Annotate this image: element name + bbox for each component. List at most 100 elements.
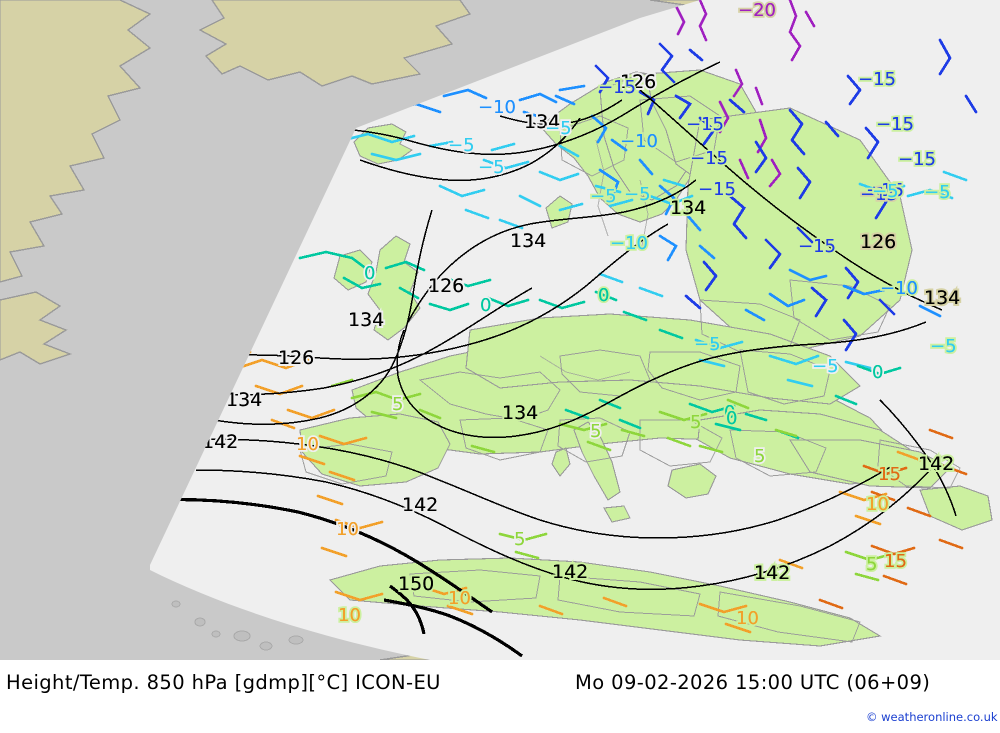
svg-text:−5: −5: [624, 184, 651, 205]
svg-text:−15: −15: [860, 184, 898, 205]
svg-text:−10: −10: [610, 233, 648, 254]
svg-text:0: 0: [726, 408, 737, 429]
svg-text:150: 150: [398, 573, 434, 595]
svg-text:−5: −5: [812, 356, 839, 377]
svg-text:10: 10: [296, 434, 319, 455]
svg-text:5: 5: [514, 529, 525, 550]
svg-text:−15: −15: [698, 179, 736, 200]
svg-text:126: 126: [428, 275, 464, 297]
svg-text:5: 5: [690, 412, 701, 433]
height-contours: [150, 61, 957, 658]
svg-text:5: 5: [754, 446, 765, 467]
svg-text:0: 0: [364, 263, 375, 284]
svg-text:−5: −5: [924, 182, 951, 203]
svg-text:15: 15: [884, 551, 907, 572]
copyright-label[interactable]: © weatheronline.co.uk: [866, 710, 998, 724]
map-canvas[interactable]: 126 126 126 126 126 126 126 126 134 134 …: [0, 0, 1000, 660]
svg-text:134: 134: [924, 287, 960, 309]
svg-text:10: 10: [336, 519, 359, 540]
svg-text:10: 10: [866, 494, 889, 515]
svg-text:0: 0: [872, 362, 883, 383]
svg-text:−10: −10: [880, 278, 918, 299]
svg-text:−15: −15: [898, 149, 936, 170]
svg-text:10: 10: [736, 608, 759, 629]
footer-parameter-label: Height/Temp. 850 hPa [gdmp][°C] ICON-EU: [6, 671, 441, 694]
svg-text:0: 0: [724, 402, 735, 423]
svg-text:−5: −5: [930, 336, 957, 357]
hydrography: [539, 139, 649, 381]
svg-text:126: 126: [860, 231, 896, 253]
svg-text:134: 134: [348, 309, 384, 331]
svg-text:−15: −15: [798, 236, 836, 257]
svg-text:5: 5: [754, 446, 765, 467]
map-footer: Height/Temp. 850 hPa [gdmp][°C] ICON-EU …: [0, 660, 1000, 733]
svg-text:15: 15: [878, 464, 901, 485]
svg-text:−15: −15: [686, 114, 724, 135]
svg-text:5: 5: [690, 412, 701, 433]
svg-text:−15: −15: [690, 148, 728, 169]
canary-islands: [171, 600, 304, 651]
svg-text:134: 134: [670, 197, 706, 219]
svg-text:−10: −10: [620, 131, 658, 152]
svg-text:10: 10: [336, 519, 359, 540]
svg-text:5: 5: [590, 421, 601, 442]
height-contour-150: [150, 497, 493, 614]
svg-text:−5: −5: [590, 186, 617, 207]
svg-text:142: 142: [918, 453, 954, 475]
svg-text:−10: −10: [880, 278, 918, 299]
svg-text:−15: −15: [876, 114, 914, 135]
svg-text:10: 10: [866, 494, 889, 515]
svg-text:−15: −15: [866, 180, 904, 201]
svg-text:0: 0: [724, 402, 735, 423]
svg-text:−5: −5: [930, 336, 957, 357]
isotherm-5: [330, 378, 894, 582]
svg-text:134: 134: [524, 111, 560, 133]
height-contour-142: [183, 438, 893, 539]
svg-text:−5: −5: [812, 356, 839, 377]
svg-text:−20: −20: [738, 0, 776, 21]
svg-text:126: 126: [620, 71, 656, 93]
svg-text:−10: −10: [478, 97, 516, 118]
svg-text:−15: −15: [798, 236, 836, 257]
svg-text:0: 0: [598, 285, 609, 306]
svg-text:−5: −5: [590, 186, 617, 207]
svg-text:10: 10: [338, 605, 361, 626]
svg-text:−15: −15: [858, 69, 896, 90]
svg-text:−5: −5: [448, 135, 475, 156]
svg-text:−5: −5: [624, 184, 651, 205]
svg-text:134: 134: [510, 230, 546, 252]
svg-text:−15: −15: [598, 77, 636, 98]
svg-text:134: 134: [502, 402, 538, 424]
svg-text:0: 0: [598, 285, 609, 306]
svg-text:126: 126: [860, 231, 896, 253]
isotherm-15: [818, 428, 968, 610]
svg-text:134: 134: [924, 287, 960, 309]
svg-text:10: 10: [448, 588, 471, 609]
svg-text:134: 134: [670, 197, 706, 219]
svg-text:−15: −15: [698, 179, 736, 200]
svg-text:142: 142: [918, 453, 954, 475]
svg-text:10: 10: [338, 605, 361, 626]
svg-text:−5: −5: [872, 181, 899, 202]
svg-text:0: 0: [726, 408, 737, 429]
isotherm-labels: −20 −20 −15 −15 −15 −15 −15 −15 −15 −15 …: [294, 0, 958, 631]
svg-text:5: 5: [392, 394, 403, 415]
svg-text:5: 5: [866, 554, 877, 575]
svg-text:−15: −15: [858, 69, 896, 90]
svg-text:10: 10: [736, 608, 759, 629]
svg-text:126: 126: [620, 71, 656, 93]
svg-text:134: 134: [510, 230, 546, 252]
svg-text:−5: −5: [694, 334, 721, 355]
svg-text:134: 134: [524, 111, 560, 133]
svg-text:142: 142: [754, 562, 790, 584]
svg-text:−10: −10: [610, 233, 648, 254]
svg-text:0: 0: [480, 295, 491, 316]
isotherm--15: [594, 38, 978, 352]
svg-text:−5: −5: [545, 118, 572, 139]
svg-text:10: 10: [448, 588, 471, 609]
svg-text:−10: −10: [620, 131, 658, 152]
svg-text:134: 134: [226, 389, 262, 411]
svg-text:0: 0: [480, 295, 491, 316]
svg-text:142: 142: [552, 561, 588, 583]
